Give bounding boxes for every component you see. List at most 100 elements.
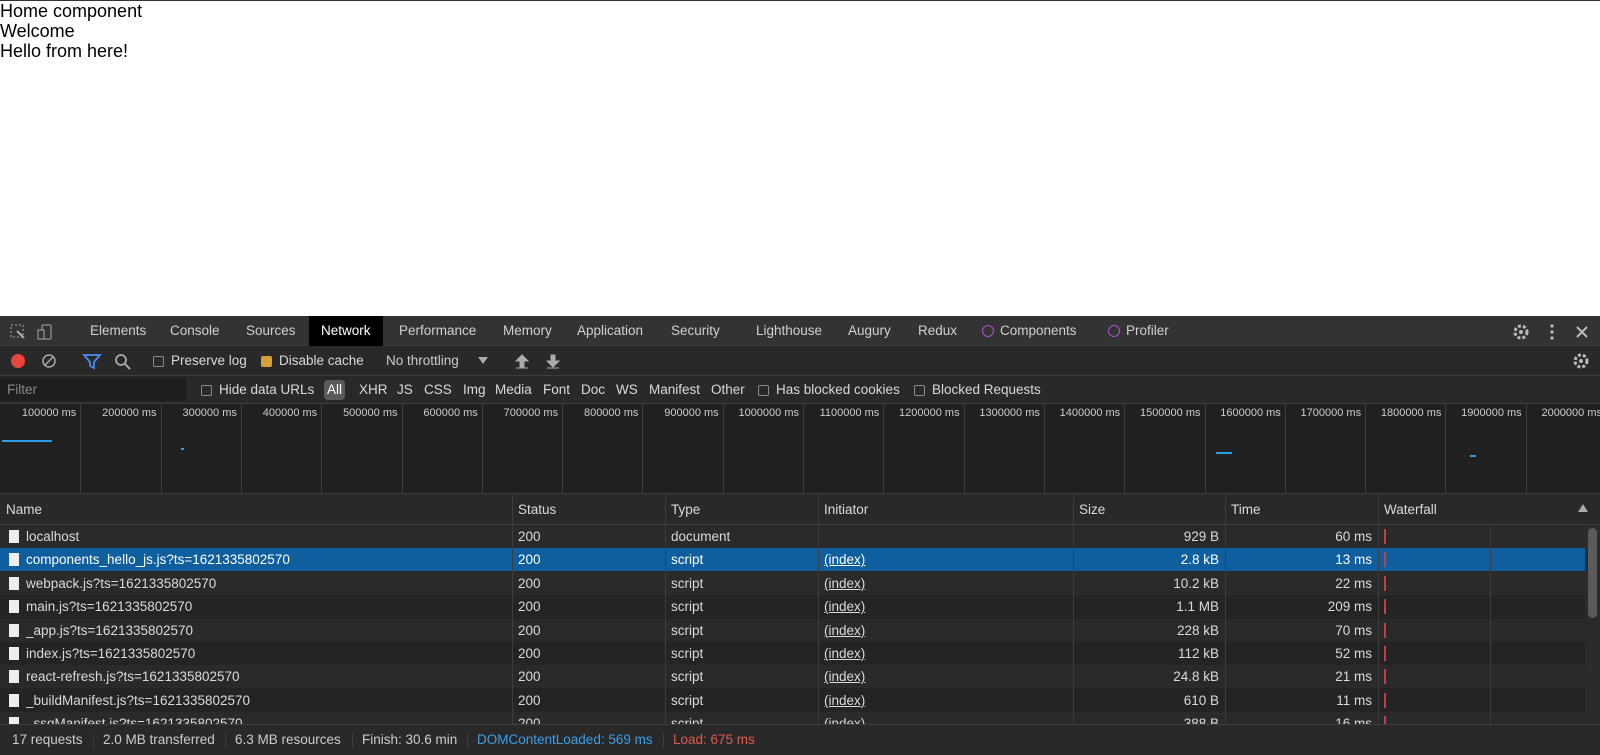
checkbox[interactable]: Blocked Requests [914,376,1041,404]
checkbox[interactable]: Disable cache [261,346,364,376]
cell[interactable]: (index) [824,622,866,638]
tab[interactable]: Augury [848,323,891,338]
scrollbar[interactable] [1585,525,1600,724]
checkbox-box[interactable] [153,356,164,367]
cell: webpack.js?ts=1621335802570 [26,575,217,591]
cell: 200 [518,622,541,638]
column-header[interactable]: Waterfall [1384,502,1437,517]
sort-arrow[interactable] [1578,504,1588,512]
cell[interactable] [824,525,1067,548]
column-divider [1378,494,1379,525]
status-bar: 17 requests 2.0 MB transferred 6.3 MB reso… [0,724,1600,755]
tab[interactable]: Memory [503,323,552,338]
inspect-icons[interactable] [9,323,59,341]
cell: _buildManifest.js?ts=1621335802570 [26,692,251,708]
cell[interactable]: (index) [824,646,866,661]
cell: 228 kB [1176,622,1219,638]
tab[interactable]: Network [309,316,383,346]
checkbox-label: Has blocked cookies [776,382,900,397]
checkbox-box[interactable] [261,356,272,367]
toolbar-icons[interactable] [9,352,139,370]
cell: 929 B [1183,529,1219,544]
filter-input[interactable]: Filter [0,378,186,401]
filter-type[interactable]: All [324,380,346,400]
tab[interactable]: Security [671,323,720,338]
tab[interactable]: Components [1000,323,1077,338]
scroll-thumb[interactable] [1588,528,1597,618]
throttling-select[interactable]: No throttling [386,353,459,368]
request-row[interactable]: _buildManifest.js?ts=1621335802570 200 scr… [0,688,1585,712]
overview-tick-label: 2000000 ms [1541,407,1600,419]
checkbox[interactable]: Has blocked cookies [758,376,900,404]
cell: 13 ms [1335,552,1372,568]
toolbar: Preserve log Disable cache No throttling [0,346,1600,376]
checkbox[interactable]: Preserve log [153,346,247,376]
filter-type[interactable]: Img [463,382,486,397]
filter-type[interactable]: Font [543,382,571,397]
cell[interactable]: (index) [824,575,866,591]
window-icons[interactable] [1510,323,1596,341]
tab[interactable]: Console [170,323,220,338]
overview-grid-line [642,404,644,494]
request-row[interactable]: index.js?ts=1621335802570 200 script (index… [0,642,1585,665]
tab[interactable]: Profiler [1126,323,1169,338]
request-row[interactable]: _app.js?ts=1621335802570 200 script (index)… [0,618,1585,642]
filter-type[interactable]: Manifest [649,382,701,397]
overview: 100000 ms 200000 ms 300000 ms 400000 ms 5000… [0,404,1600,494]
filter-type[interactable]: Media [495,382,532,397]
overview-tick-label: 500000 ms [343,407,398,419]
cell: 200 [518,669,541,685]
checkbox[interactable]: Hide data URLs [201,376,314,404]
column-header[interactable]: Status [518,502,557,517]
tab[interactable]: Performance [399,323,477,338]
filter-type[interactable]: XHR [359,382,388,397]
cell[interactable]: (index) [824,552,866,568]
settings-icon[interactable] [1572,352,1592,370]
checkbox-box[interactable] [201,385,212,396]
tab[interactable]: Elements [90,323,147,338]
request-row[interactable]: components_hello_js.js?ts=1621335802570 2… [0,548,1585,572]
cell: script [671,646,704,661]
column-header[interactable]: Size [1079,502,1106,517]
cell[interactable]: (index) [824,669,866,685]
cell[interactable]: (index) [824,692,866,708]
overview-grid-line [1284,404,1286,494]
status-item: Load: 675 ms [673,732,755,747]
cell[interactable]: (index) [824,599,866,615]
cell[interactable]: (index) [824,716,866,724]
file-icon [9,670,19,684]
column-header[interactable]: Name [6,502,43,517]
cell: 200 [518,692,541,708]
request-row[interactable]: localhost 200 document 929 B 60 ms [0,525,1585,548]
filter-type[interactable]: CSS [424,382,452,397]
cell: script [671,552,704,568]
filter-type[interactable]: JS [397,382,413,397]
tab[interactable]: Application [577,323,644,338]
cell: 200 [518,529,541,544]
filter-type[interactable]: Other [711,382,745,397]
throttle-icons[interactable] [478,352,568,370]
overview-grid-line [1365,404,1367,494]
file-icon [9,530,19,543]
column-header[interactable]: Type [671,502,701,517]
overview-tick-label: 800000 ms [583,407,639,419]
filter-type[interactable]: Doc [581,382,606,397]
status-item: 17 requests [12,732,83,747]
tab[interactable]: Redux [918,323,958,338]
request-row[interactable]: react-refresh.js?ts=1621335802570 200 scri… [0,665,1585,689]
tab[interactable]: Lighthouse [756,323,823,338]
request-row[interactable]: main.js?ts=1621335802570 200 script (index)… [0,595,1585,619]
overview-grid-line [1525,404,1527,494]
waterfall-mark [1384,669,1386,685]
filter-type[interactable]: WS [616,382,638,397]
request-row[interactable]: _ssgManifest.js?ts=1621335802570 200 scrip… [0,712,1585,724]
checkbox-box[interactable] [914,385,925,396]
cell: 209 ms [1327,599,1372,615]
column-header[interactable]: Time [1231,502,1261,517]
tab[interactable]: Sources [246,323,296,338]
request-row[interactable]: webpack.js?ts=1621335802570 200 script (ind… [0,571,1585,595]
status-divider [467,733,468,748]
overview-tick-label: 1500000 ms [1139,407,1201,419]
column-header[interactable]: Initiator [824,502,869,517]
checkbox-box[interactable] [758,385,769,396]
